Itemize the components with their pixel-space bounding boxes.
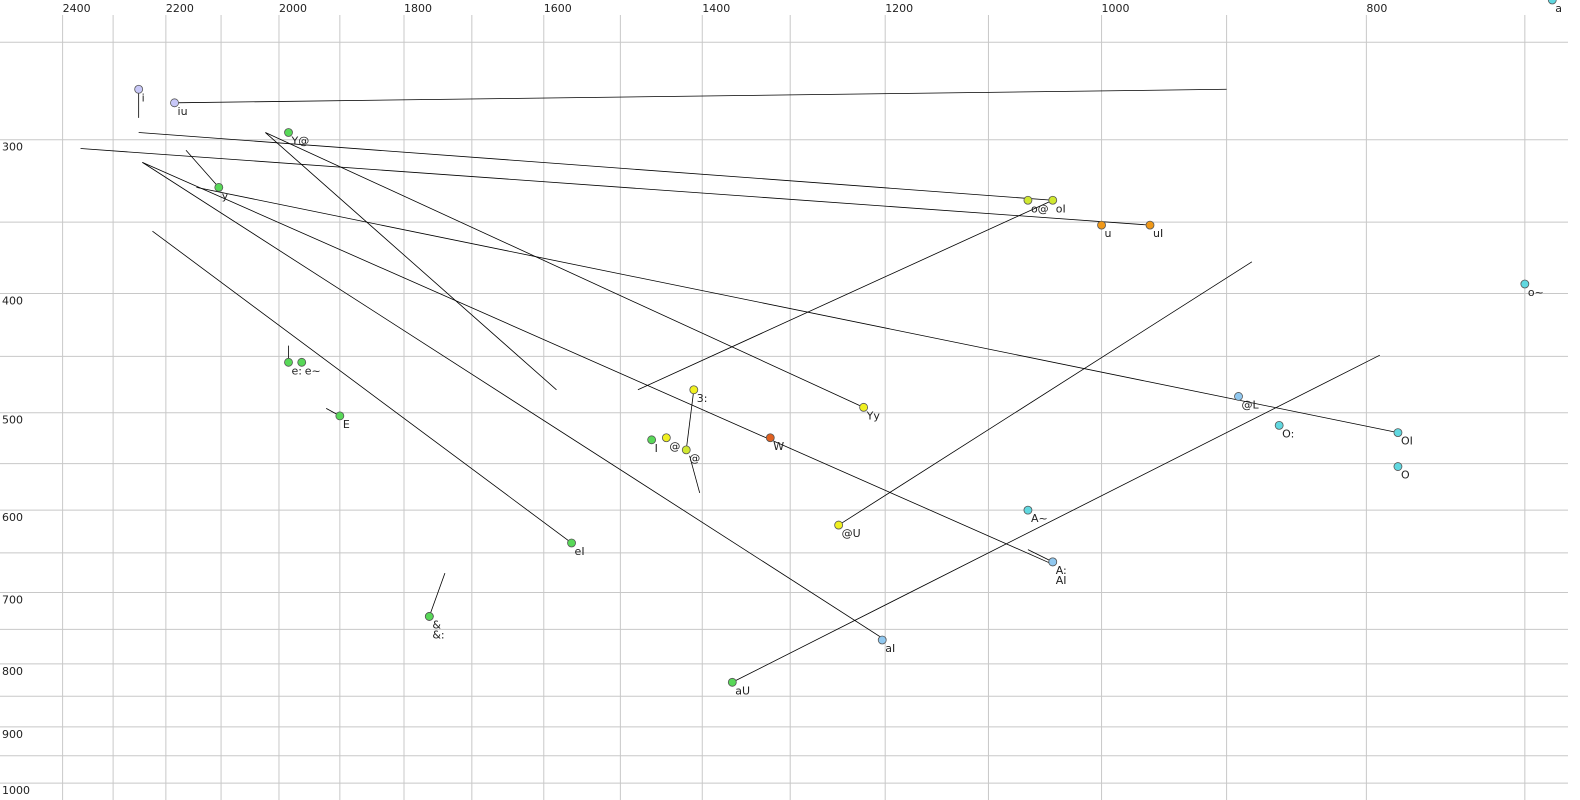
vowel-label: 3: bbox=[697, 392, 708, 405]
vowel-point bbox=[1234, 392, 1243, 401]
vowel-label: e: bbox=[292, 364, 302, 377]
vowel-label: o@ bbox=[1031, 202, 1049, 215]
x-tick-label: 2400 bbox=[63, 2, 91, 15]
vowel-point bbox=[1274, 420, 1284, 430]
x-tick-label: 1000 bbox=[1102, 2, 1130, 15]
vowel-point bbox=[681, 445, 691, 455]
vowel-point bbox=[859, 402, 869, 412]
vowel-point bbox=[1048, 557, 1058, 567]
vowel-point bbox=[1023, 505, 1033, 515]
trajectory bbox=[196, 186, 1399, 434]
vowel-point bbox=[647, 435, 657, 445]
vowel-label: & bbox=[432, 618, 441, 631]
vowel-label: &: bbox=[432, 628, 444, 641]
x-tick-label: 1400 bbox=[702, 2, 730, 15]
y-tick-label: 400 bbox=[2, 294, 23, 307]
vowel-point bbox=[727, 677, 737, 687]
x-tick-label: 1600 bbox=[544, 2, 572, 15]
vowel-label: I bbox=[655, 442, 658, 455]
vowel-point bbox=[424, 612, 434, 621]
vowel-label: @ bbox=[669, 440, 680, 453]
vowel-label: u bbox=[1105, 227, 1112, 240]
vowel-label: W bbox=[773, 440, 784, 453]
vowel-point bbox=[1097, 220, 1106, 230]
vowel-point bbox=[689, 385, 699, 395]
x-tick-label: 800 bbox=[1366, 2, 1387, 15]
trajectory bbox=[174, 88, 1227, 104]
vowel-label: eI bbox=[575, 545, 585, 558]
trajectory bbox=[265, 132, 557, 391]
vowel-point bbox=[834, 520, 844, 530]
trajectory bbox=[685, 389, 695, 450]
trajectory bbox=[838, 261, 1253, 526]
y-tick-label: 500 bbox=[2, 414, 23, 427]
vowel-label: aI bbox=[885, 642, 895, 655]
x-tick-label: 2000 bbox=[279, 2, 307, 15]
vowel-point bbox=[1393, 462, 1403, 471]
vowel-label: iu bbox=[178, 105, 188, 118]
vowel-label: @ bbox=[689, 452, 700, 465]
vowel-label: e~ bbox=[305, 364, 321, 377]
vowel-point bbox=[335, 411, 345, 421]
x-tick-label: 1200 bbox=[885, 2, 913, 15]
vowel-label: @U bbox=[842, 527, 861, 540]
x-tick-label: 2200 bbox=[166, 2, 194, 15]
trajectory bbox=[138, 132, 1053, 201]
y-tick-label: 600 bbox=[2, 511, 23, 524]
y-tick-label: 800 bbox=[2, 665, 23, 678]
trajectory bbox=[152, 230, 572, 544]
vowel-label: @L bbox=[1242, 398, 1260, 411]
vowel-point bbox=[877, 635, 887, 645]
vowel-point bbox=[765, 433, 775, 443]
vowel-label: o~ bbox=[1528, 286, 1544, 299]
trajectory bbox=[185, 150, 220, 188]
vowel-point bbox=[297, 357, 307, 367]
vowel-label: a bbox=[1555, 2, 1562, 15]
trajectory bbox=[265, 132, 864, 408]
vowel-label: y bbox=[222, 189, 229, 202]
trajectory bbox=[428, 572, 446, 617]
vowel-label: OI bbox=[1401, 435, 1413, 448]
vowel-point bbox=[284, 357, 293, 367]
vowel-label: O: bbox=[1282, 427, 1294, 440]
vowel-label: oI bbox=[1056, 202, 1066, 215]
vowel-point bbox=[284, 128, 293, 137]
x-tick-label: 1800 bbox=[404, 2, 432, 15]
vowel-point bbox=[1393, 428, 1403, 438]
trajectory bbox=[689, 455, 701, 494]
vowel-label: i bbox=[142, 91, 145, 104]
vowel-point bbox=[214, 182, 224, 192]
vowel-label: A: bbox=[1056, 564, 1067, 577]
trajectory bbox=[142, 161, 1053, 565]
vowel-label: A~ bbox=[1031, 512, 1048, 525]
vowel-point bbox=[1520, 279, 1530, 289]
vowel-label: aU bbox=[735, 684, 750, 697]
vowel-point bbox=[170, 98, 179, 108]
trajectory bbox=[80, 148, 1151, 226]
vowel-point bbox=[1048, 195, 1058, 205]
y-tick-label: 300 bbox=[2, 141, 23, 154]
vowel-label: AI bbox=[1056, 574, 1067, 587]
vowel-point bbox=[134, 84, 144, 94]
vowel-label: E bbox=[343, 418, 350, 431]
vowel-label: Y@ bbox=[291, 135, 310, 148]
vowel-point bbox=[661, 433, 671, 443]
vowel-point bbox=[567, 538, 576, 548]
trajectory bbox=[142, 162, 886, 641]
vowel-label: Yy bbox=[866, 409, 881, 422]
trajectory bbox=[637, 199, 1053, 391]
vowel-point bbox=[1023, 195, 1033, 205]
y-tick-label: 1000 bbox=[2, 784, 30, 797]
y-tick-label: 900 bbox=[2, 728, 23, 741]
trajectory bbox=[1027, 549, 1053, 563]
vowel-label: O bbox=[1401, 469, 1410, 482]
y-tick-label: 700 bbox=[2, 594, 23, 607]
trajectory bbox=[732, 354, 1380, 683]
vowel-point bbox=[1145, 220, 1155, 230]
vowel-label: uI bbox=[1153, 227, 1163, 240]
vowel-point bbox=[1547, 0, 1557, 5]
